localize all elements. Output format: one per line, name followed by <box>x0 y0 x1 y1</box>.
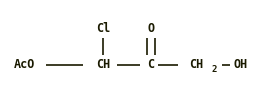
Text: 2: 2 <box>212 66 217 75</box>
Text: AcO: AcO <box>14 58 35 72</box>
Text: Cl: Cl <box>96 22 110 35</box>
Text: O: O <box>147 22 155 35</box>
Text: CH: CH <box>189 58 203 72</box>
Text: C: C <box>147 58 155 72</box>
Text: OH: OH <box>234 58 248 72</box>
Text: CH: CH <box>96 58 110 72</box>
